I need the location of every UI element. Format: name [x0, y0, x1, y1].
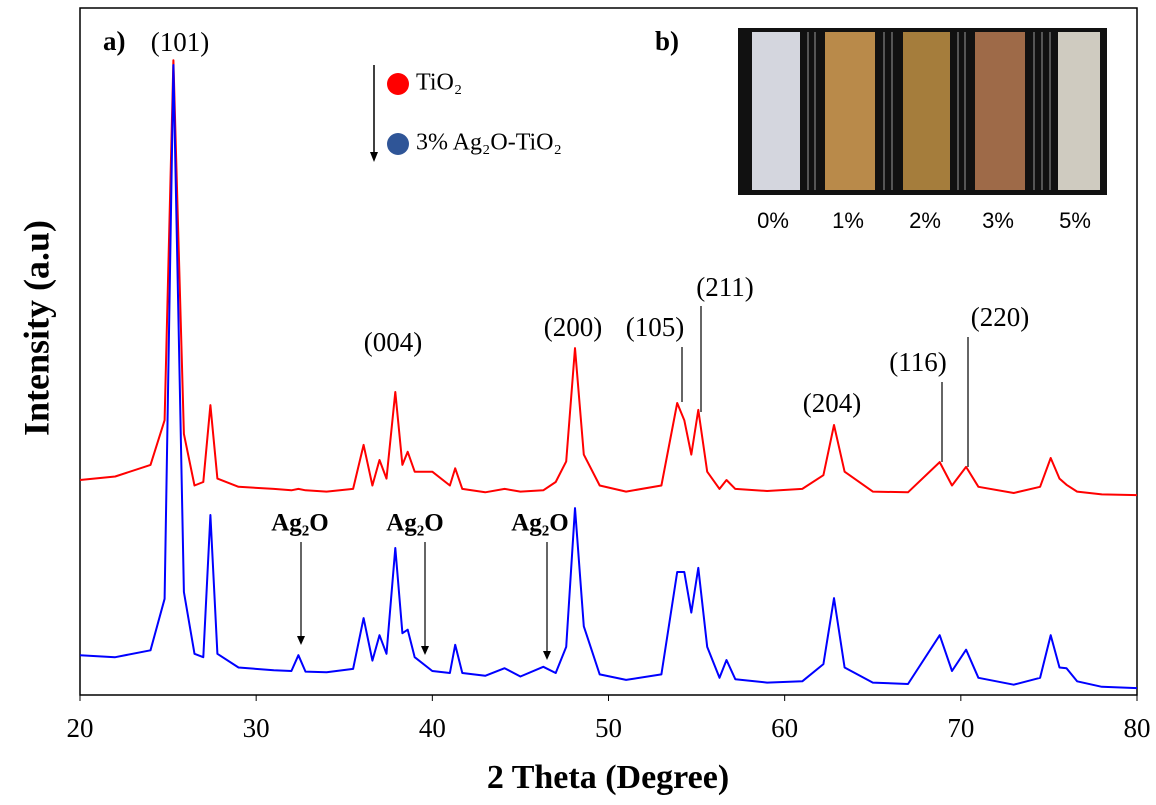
arrow-head: [297, 636, 305, 645]
series-line: [79, 59, 1138, 497]
peak-label: (211): [696, 272, 753, 302]
inset-label: 1%: [832, 208, 864, 233]
y-axis-label: Intensity (a.u): [16, 220, 56, 436]
peak-label: (105): [626, 312, 684, 342]
peak-label: (101): [151, 27, 209, 57]
panel-label: a): [103, 26, 126, 56]
inset-label: 3%: [982, 208, 1014, 233]
inset-photo: [738, 28, 1107, 195]
peak-label: (204): [803, 388, 861, 418]
legend-label: TiO₂: [416, 70, 462, 96]
inset-label: 0%: [757, 208, 789, 233]
legend-marker: [387, 73, 409, 95]
x-tick-label: 40: [419, 713, 446, 743]
panel-label: b): [655, 26, 679, 56]
arrow-head: [543, 651, 551, 660]
peak-label: (200): [544, 312, 602, 342]
x-tick-label: 70: [947, 713, 974, 743]
arrow-head: [421, 646, 429, 655]
peak-label: (220): [971, 302, 1029, 332]
phase-label: Ag₂O: [511, 510, 569, 537]
x-tick-label: 50: [595, 713, 622, 743]
inset-label: 2%: [909, 208, 941, 233]
phase-label: Ag₂O: [386, 510, 444, 537]
x-tick-label: 80: [1124, 713, 1151, 743]
legend-marker: [387, 133, 409, 155]
series-line: [79, 64, 1138, 690]
x-axis-label: 2 Theta (Degree): [487, 759, 729, 796]
legend-arrow: [370, 65, 378, 162]
inset-label: 5%: [1059, 208, 1091, 233]
peak-label: (004): [364, 327, 422, 357]
peak-label: (116): [889, 347, 946, 377]
phase-label: Ag₂O: [271, 510, 329, 537]
legend-label: 3% Ag₂O-TiO₂: [416, 130, 562, 156]
x-tick-label: 60: [771, 713, 798, 743]
x-tick-label: 30: [243, 713, 270, 743]
x-tick-label: 20: [67, 713, 94, 743]
